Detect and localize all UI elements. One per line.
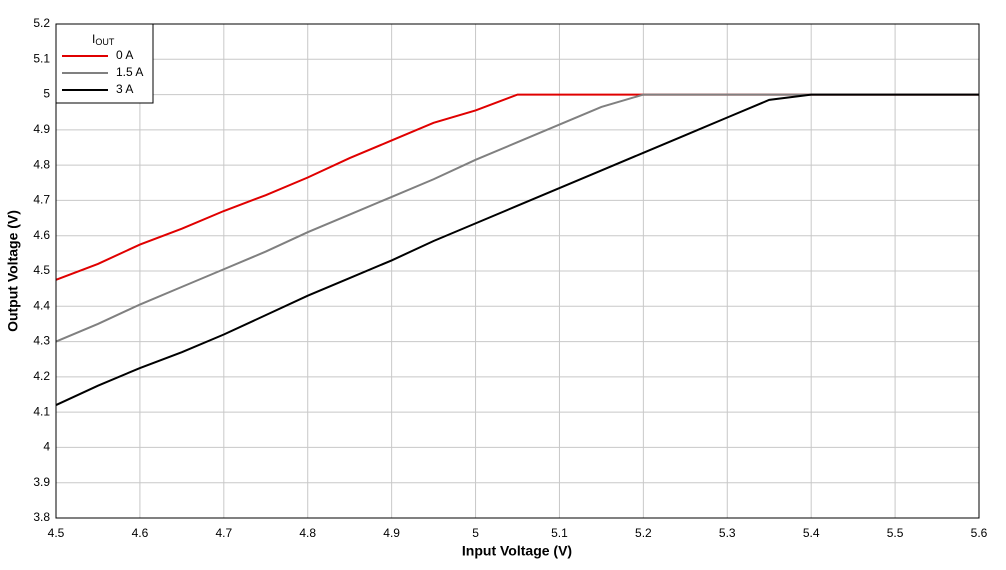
x-tick-label: 4.8 [299, 526, 316, 540]
y-tick-label: 4.7 [33, 193, 50, 207]
legend-title-main: I [92, 32, 95, 46]
x-tick-label: 5.5 [887, 526, 904, 540]
legend-box [55, 23, 154, 104]
y-tick-label: 5.2 [33, 16, 50, 30]
y-tick-label: 4.8 [33, 157, 50, 171]
y-tick-label: 3.8 [33, 510, 50, 524]
x-tick-label: 4.9 [383, 526, 400, 540]
x-tick-label: 5.6 [971, 526, 988, 540]
x-axis-title: Input Voltage (V) [462, 543, 572, 559]
y-tick-label: 5.1 [33, 51, 50, 65]
legend-title: IOUT [92, 32, 115, 47]
x-tick-label: 4.5 [48, 526, 65, 540]
x-tick-label: 5.3 [719, 526, 736, 540]
x-tick-label: 5 [472, 526, 479, 540]
y-tick-label: 5 [43, 87, 50, 101]
y-tick-label: 4.5 [33, 263, 50, 277]
y-tick-label: 4.2 [33, 369, 50, 383]
y-tick-label: 4.9 [33, 122, 50, 136]
x-tick-label: 5.2 [635, 526, 652, 540]
x-tick-label: 5.4 [803, 526, 820, 540]
y-tick-label: 4.6 [33, 228, 50, 242]
y-tick-label: 4.4 [33, 298, 50, 312]
legend-title-sub: OUT [95, 37, 115, 47]
y-tick-label: 4.1 [33, 404, 50, 418]
x-tick-label: 4.6 [132, 526, 149, 540]
y-axis-title: Output Voltage (V) [5, 210, 21, 332]
series-line [55, 93, 979, 281]
x-tick-label: 5.1 [551, 526, 568, 540]
x-tick-label: 4.7 [215, 526, 232, 540]
plot-frame [55, 23, 980, 519]
series-line [55, 93, 979, 406]
legend-label: 3 A [116, 82, 133, 96]
y-tick-label: 4.3 [33, 334, 50, 348]
series-line [55, 93, 979, 343]
legend-label: 0 A [116, 48, 133, 62]
legend-label: 1.5 A [116, 65, 143, 79]
y-tick-label: 4 [43, 440, 50, 454]
y-tick-label: 3.9 [33, 475, 50, 489]
